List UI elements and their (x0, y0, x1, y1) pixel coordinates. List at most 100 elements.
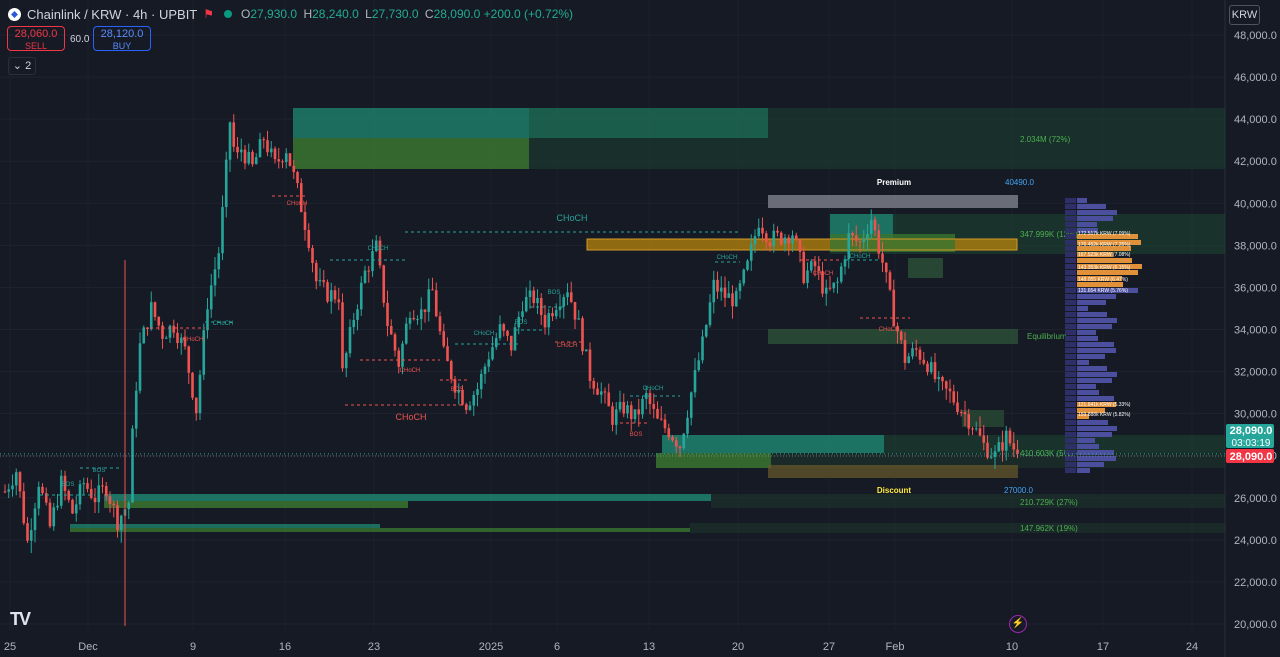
volume-profile-bar (1077, 420, 1108, 425)
candle (596, 382, 599, 396)
candle (494, 332, 498, 350)
y-tick-label: 36,000.0 (1234, 282, 1277, 294)
candle-body (678, 446, 682, 449)
candle-body (753, 236, 757, 245)
candle-body (299, 183, 303, 213)
candle (251, 149, 254, 167)
candle-body (202, 330, 206, 375)
candle (959, 409, 963, 417)
y-tick-label: 34,000.0 (1234, 325, 1277, 337)
candle-body (423, 309, 427, 312)
discount-price-label: 27000.0 (1004, 486, 1033, 495)
symbol-title[interactable]: Chainlink / KRW · 4h · UPBIT (27, 6, 198, 22)
candle (464, 402, 468, 415)
candle (299, 178, 303, 213)
candle (74, 495, 78, 522)
indicators-toggle[interactable]: ⌄ 2 (8, 57, 36, 75)
candle (603, 387, 607, 404)
candle (393, 332, 397, 357)
candle (663, 413, 667, 434)
candle-body (693, 370, 697, 393)
candle (948, 379, 952, 403)
volume-profile-bar (1077, 222, 1097, 227)
x-tick-label: 10 (1006, 641, 1018, 653)
candle (434, 282, 438, 318)
buy-button[interactable]: 28,120.0 BUY (93, 26, 151, 51)
candle-body (307, 229, 311, 248)
candle (378, 236, 382, 269)
candle-body (547, 313, 551, 328)
candle (783, 234, 787, 252)
candle-body (333, 290, 337, 300)
candle-body (914, 348, 918, 350)
candle-body (149, 302, 153, 330)
candle (798, 238, 802, 263)
candle-body (172, 325, 176, 333)
volume-profile-bar (1077, 408, 1105, 413)
candle-body (134, 390, 138, 429)
candle-body (434, 290, 438, 317)
zone-volume-label: 410.603K (5%) (1020, 449, 1074, 458)
candle-body (63, 475, 67, 491)
lightning-icon[interactable]: ⚡ (1009, 615, 1027, 633)
candle-body (997, 442, 1001, 452)
candle-body (843, 259, 847, 267)
structure-label: CHoCH (368, 246, 389, 252)
volume-poc-box (587, 239, 1017, 250)
candle-body (217, 253, 221, 270)
candle-body (509, 335, 513, 351)
candle (7, 483, 11, 499)
candle (131, 425, 134, 503)
candle-body (74, 504, 78, 514)
candle-body (723, 287, 727, 298)
candle (33, 502, 37, 543)
candle-body (592, 380, 596, 389)
candle (712, 270, 716, 314)
volume-profile-bar (1077, 318, 1117, 323)
volume-profile-label: 176.452k KRW (7.25%) (1078, 242, 1131, 248)
candle-body (393, 334, 397, 351)
candle-body (659, 418, 663, 420)
candle-body (281, 161, 284, 163)
candle-body (314, 263, 318, 282)
candle (262, 136, 266, 149)
candle-body (138, 343, 142, 391)
sell-button[interactable]: 28,060.0 SELL (7, 26, 65, 51)
candle-body (539, 297, 543, 315)
tradingview-logo-icon[interactable]: TV (10, 609, 31, 629)
candle (539, 293, 543, 325)
candle (911, 342, 914, 360)
zone-volume-label: 210.729K (27%) (1020, 498, 1078, 507)
candle-body (854, 235, 858, 242)
candle (678, 445, 682, 457)
volume-profile-bar (1077, 288, 1138, 293)
volume-profile-price (1065, 294, 1076, 299)
candle (742, 268, 746, 287)
candle (483, 363, 487, 384)
flag-icon[interactable]: ⚑ (203, 7, 215, 21)
candles-group (3, 114, 1019, 554)
candle (352, 312, 356, 335)
candle-body (551, 313, 554, 317)
candle (791, 230, 794, 252)
candle-body (671, 437, 674, 441)
candle-body (802, 251, 806, 283)
candle (386, 290, 389, 337)
candle (389, 319, 393, 336)
candle-body (146, 327, 149, 330)
candle-body (374, 240, 378, 252)
candle-body (108, 496, 112, 504)
currency-button[interactable]: KRW (1229, 5, 1260, 25)
structure-label: CHoCH (183, 337, 204, 343)
candle-body (378, 240, 382, 266)
candle-body (22, 491, 26, 524)
candle-body (213, 269, 217, 286)
candle (746, 259, 749, 272)
y-tick-label: 46,000.0 (1234, 72, 1277, 84)
candle (764, 230, 768, 250)
volume-profile-bar (1077, 204, 1106, 209)
candle (693, 357, 697, 398)
candle-body (464, 404, 468, 410)
candle (851, 231, 854, 247)
